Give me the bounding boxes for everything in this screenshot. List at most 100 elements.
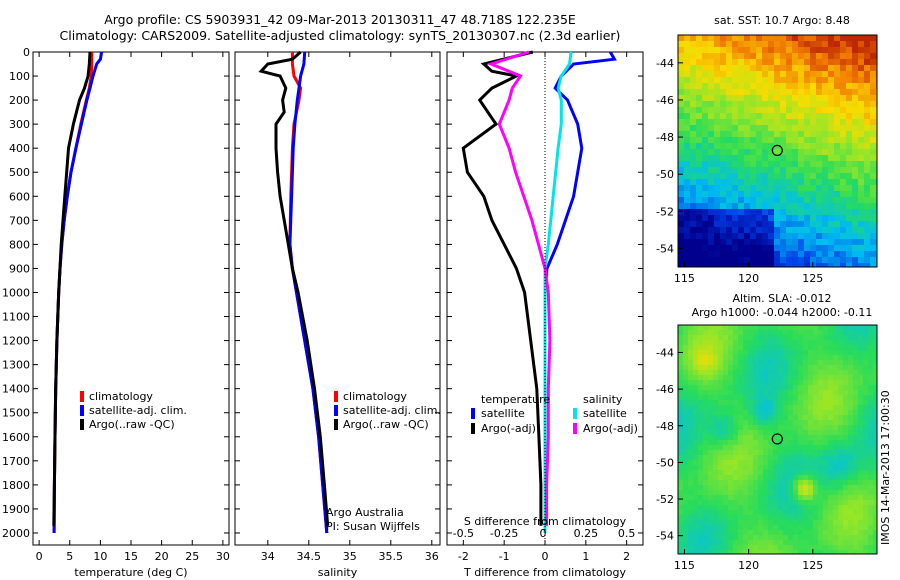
map-raster — [678, 35, 877, 267]
depth-tick-label: 100 — [9, 70, 30, 83]
lon-tick-label: 120 — [738, 559, 759, 572]
x-tick-label: 35 — [343, 550, 357, 563]
map-frame — [677, 34, 878, 268]
depth-tick-label: 700 — [9, 214, 30, 227]
difference-panel: -2 -1 0 1 2 T difference from climatology -0.5… — [446, 50, 644, 579]
legend-label: satellite — [481, 407, 525, 420]
depth-tick-label: 1400 — [2, 383, 30, 396]
imos-timestamp: IMOS 14-Mar-2013 17:00:30 — [879, 390, 892, 545]
legend-label: climatology — [89, 390, 153, 403]
lon-tick-label: 125 — [802, 559, 823, 572]
x-tick-label: 2 — [623, 550, 630, 563]
lon-tick-label: 125 — [802, 272, 823, 285]
lat-tick-label: -54 — [656, 242, 674, 255]
lat-tick-label: -50 — [656, 456, 674, 469]
legend-label: satellite-adj. clim. — [89, 404, 187, 417]
series-line — [486, 50, 552, 526]
depth-tick-label: 1200 — [2, 335, 30, 348]
series-line — [258, 50, 330, 526]
x2-tick-label: -0.5 — [453, 527, 474, 540]
lat-tick-label: -44 — [656, 57, 674, 70]
depth-tick-label: 1700 — [2, 455, 30, 468]
series-line — [52, 51, 104, 534]
x-tick-label: 34 — [261, 550, 275, 563]
legend-label: satellite — [583, 407, 627, 420]
legend-swatch — [334, 391, 338, 402]
sst-map-title: sat. SST: 10.7 Argo: 8.48 — [714, 14, 850, 27]
legend-swatch — [80, 391, 84, 402]
x2-tick-label: -0.25 — [490, 527, 518, 540]
lat-tick-label: -48 — [656, 131, 674, 144]
temperature-panel: 0100200300400500600700800900100011001200… — [2, 46, 230, 579]
legend-label: Argo(..raw -QC) — [343, 418, 429, 431]
x-axis-label: temperature (deg C) — [74, 566, 187, 579]
legend-label: Argo(..raw -QC) — [89, 418, 175, 431]
x2-axis-label: S difference from climatology — [464, 515, 627, 528]
legend-swatch — [80, 419, 84, 430]
series-line — [543, 51, 573, 533]
credit-annotation: Argo Australia — [326, 506, 404, 519]
legend-label: Argo(-adj) — [583, 422, 638, 435]
legend-heading: salinity — [583, 393, 623, 406]
x2-tick-label: 0.5 — [618, 527, 636, 540]
x-tick-label: 30 — [216, 550, 230, 563]
depth-tick-label: 1100 — [2, 311, 30, 324]
sst-map-panel: sat. SST: 10.7 Argo: 8.48 115 120 125 -44 -46… — [656, 14, 878, 285]
x-tick-label: 20 — [155, 550, 169, 563]
legend-swatch — [471, 423, 475, 434]
panel-frame — [234, 51, 441, 546]
legend-swatch — [334, 419, 338, 430]
x2-tick-label: 0.25 — [574, 527, 599, 540]
lat-tick-label: -46 — [656, 94, 674, 107]
plot-title-line2: Climatology: CARS2009. Satellite-adjuste… — [59, 28, 621, 43]
map-raster — [678, 325, 877, 554]
legend-swatch — [471, 408, 475, 419]
depth-tick-label: 1000 — [2, 286, 30, 299]
legend-swatch — [573, 423, 577, 434]
lat-tick-label: -52 — [656, 493, 674, 506]
legend-label: climatology — [343, 390, 407, 403]
series-line — [543, 51, 617, 533]
x-tick-label: 0 — [36, 550, 43, 563]
sla-map-title: Altim. SLA: -0.012 — [732, 292, 831, 305]
depth-tick-label: 800 — [9, 238, 30, 251]
legend-label: satellite-adj. clim. — [343, 404, 441, 417]
lat-tick-label: -48 — [656, 420, 674, 433]
x-tick-label: 0 — [542, 550, 549, 563]
argo-location-marker — [771, 433, 783, 445]
legend-swatch — [80, 405, 84, 416]
depth-tick-label: 200 — [9, 94, 30, 107]
depth-tick-label: 2000 — [2, 527, 30, 540]
lat-tick-label: -52 — [656, 205, 674, 218]
depth-tick-label: 300 — [9, 118, 30, 131]
depth-tick-label: 0 — [23, 46, 30, 59]
series-line — [288, 51, 329, 534]
legend-label: Argo(-adj) — [481, 422, 536, 435]
legend-heading: temperature — [481, 393, 550, 406]
lat-tick-label: -46 — [656, 383, 674, 396]
lat-tick-label: -54 — [656, 530, 674, 543]
lon-tick-label: 115 — [674, 559, 695, 572]
x2-tick-label: 0 — [540, 527, 547, 540]
x-axis-label: salinity — [318, 566, 358, 579]
plot-title-line1: Argo profile: CS 5903931_42 09-Mar-2013 … — [104, 12, 576, 27]
x-tick-label: -2 — [458, 550, 469, 563]
depth-tick-label: 1600 — [2, 431, 30, 444]
depth-tick-label: 600 — [9, 190, 30, 203]
salinity-panel: 34 34.5 35 35.5 36 salinity climatologysatelli… — [234, 50, 441, 579]
map-frame — [677, 324, 878, 555]
series-line — [52, 51, 92, 526]
lat-tick-label: -44 — [656, 346, 674, 359]
x-tick-label: 15 — [124, 550, 138, 563]
depth-tick-label: 900 — [9, 262, 30, 275]
lon-tick-label: 120 — [738, 272, 759, 285]
legend-swatch — [334, 405, 338, 416]
argo-location-marker — [771, 144, 783, 157]
depth-tick-label: 1900 — [2, 503, 30, 516]
panel-frame — [32, 51, 230, 546]
depth-tick-label: 500 — [9, 166, 30, 179]
credit-annotation: PI: Susan Wijffels — [326, 520, 420, 533]
x-tick-label: 10 — [93, 550, 107, 563]
legend-swatch — [573, 408, 577, 419]
